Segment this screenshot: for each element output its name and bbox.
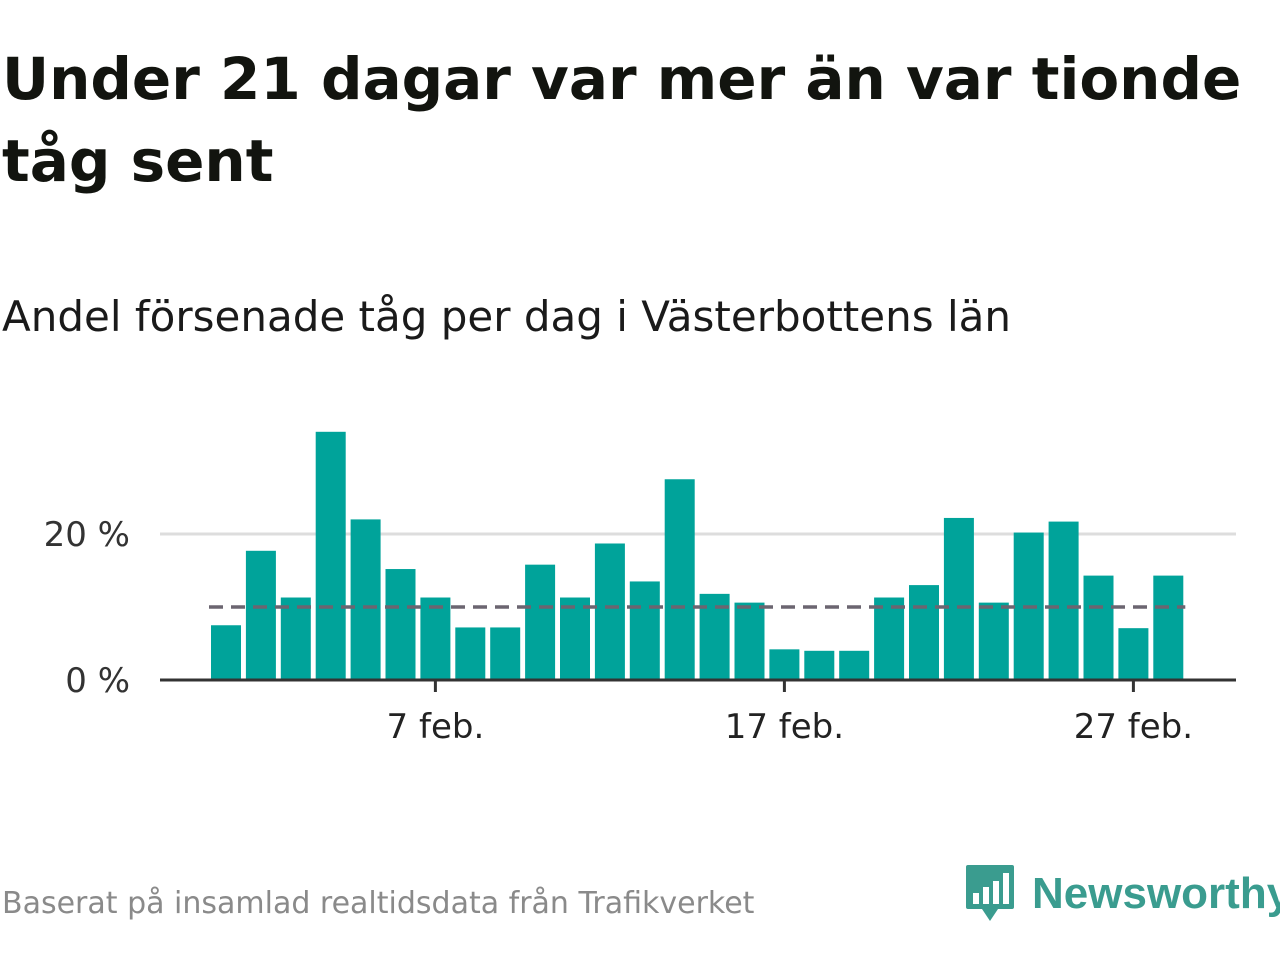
bar xyxy=(1153,575,1184,680)
bar xyxy=(594,543,625,680)
bar xyxy=(385,569,416,680)
bar xyxy=(420,597,451,680)
chart-subtitle: Andel försenade tåg per dag i Västerbott… xyxy=(2,292,1011,341)
bar xyxy=(1083,575,1114,680)
newsworthy-logo-icon xyxy=(966,865,1014,921)
bar xyxy=(629,581,660,680)
bar xyxy=(804,650,835,680)
bar xyxy=(664,479,695,680)
bar xyxy=(734,602,765,680)
chart-title: Under 21 dagar var mer än var tionde tåg… xyxy=(2,45,1242,195)
bar xyxy=(560,597,590,680)
bars xyxy=(211,431,1184,680)
bar xyxy=(490,627,521,680)
bar xyxy=(455,627,486,680)
bar xyxy=(315,431,346,680)
bar-chart: 0 % 20 % 7 feb. 17 feb. 27 feb. xyxy=(44,431,1236,747)
y-tick-label: 20 % xyxy=(44,515,130,555)
bar xyxy=(1118,628,1149,680)
x-tick-label: 7 feb. xyxy=(387,707,485,747)
bar xyxy=(245,550,276,680)
bar xyxy=(525,564,556,680)
bar xyxy=(769,649,800,680)
bar xyxy=(211,625,241,680)
bar xyxy=(909,585,939,680)
brand-logo: Newsworthy xyxy=(964,862,1280,926)
bar xyxy=(978,602,1009,680)
axis-labels: 0 % 20 % 7 feb. 17 feb. 27 feb. xyxy=(44,515,1193,747)
bar xyxy=(874,597,905,680)
y-tick-label: 0 % xyxy=(65,661,130,701)
bar xyxy=(350,519,381,680)
source-note: Baserat på insamlad realtidsdata från Tr… xyxy=(2,886,755,921)
x-tick-label: 27 feb. xyxy=(1074,707,1193,747)
bar xyxy=(280,597,311,680)
bar xyxy=(839,650,870,680)
x-tick-label: 17 feb. xyxy=(725,707,844,747)
bar xyxy=(1048,521,1079,680)
x-axis xyxy=(160,678,1236,692)
brand-name: Newsworthy xyxy=(1032,869,1280,918)
bar xyxy=(943,517,974,680)
